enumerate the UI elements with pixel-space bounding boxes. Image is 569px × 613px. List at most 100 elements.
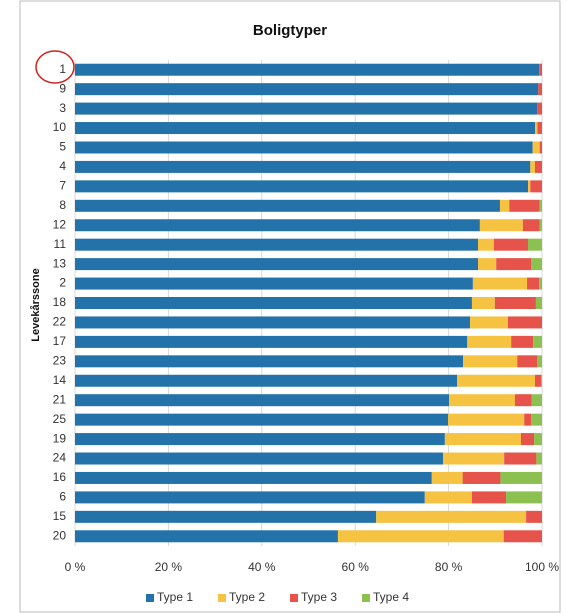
bar-segment — [537, 102, 542, 115]
bar-segment — [431, 471, 463, 484]
bar-segment — [537, 355, 542, 368]
x-tick-label: 60 % — [342, 560, 370, 574]
bar-segment — [493, 238, 528, 251]
chart-title: Boligtyper — [253, 22, 327, 39]
x-tick-label: 0 % — [65, 560, 86, 574]
bar-segment — [534, 160, 542, 173]
x-tick-label: 40 % — [248, 560, 276, 574]
bar-segment — [457, 374, 535, 387]
bar-segment — [75, 335, 468, 348]
bar-segment — [442, 452, 505, 465]
bar-segment — [522, 219, 540, 232]
y-tick-label: 6 — [59, 490, 66, 504]
bar-segment — [539, 63, 542, 76]
bar-segment — [536, 452, 542, 465]
bar-segment — [463, 355, 518, 368]
bar-segment — [535, 297, 542, 309]
y-tick-label: 4 — [59, 159, 66, 173]
bar-segment — [471, 491, 507, 504]
bar-segment — [499, 199, 510, 212]
legend-swatch — [218, 594, 226, 602]
bar-segment — [75, 471, 432, 484]
bar-segment — [75, 199, 500, 212]
bar-segment — [424, 491, 472, 504]
bar-segment — [538, 83, 542, 96]
bar-segment — [520, 433, 535, 446]
legend-label: Type 3 — [301, 590, 337, 604]
y-tick-label: 5 — [59, 140, 66, 154]
y-tick-label: 19 — [53, 431, 67, 445]
bar-segment — [75, 122, 535, 135]
bar-segment — [500, 471, 542, 484]
y-tick-label: 17 — [53, 334, 67, 348]
y-tick-label: 1 — [59, 62, 66, 76]
bar-segment — [467, 335, 512, 348]
bar-segment — [75, 394, 450, 407]
bar-segment — [470, 316, 508, 329]
bar-segment — [534, 374, 542, 387]
bar-segment — [75, 530, 338, 543]
bar-segment — [494, 297, 536, 309]
y-tick-label: 16 — [53, 470, 67, 484]
bar-segment — [75, 316, 471, 329]
y-tick-label: 2 — [59, 276, 66, 290]
bar-segment — [531, 258, 542, 271]
bar-segment — [507, 316, 542, 329]
bar-segment — [509, 199, 540, 212]
y-tick-label: 12 — [53, 217, 67, 231]
y-tick-label: 20 — [53, 528, 67, 542]
bar-segment — [75, 219, 480, 232]
bar-segment — [75, 413, 449, 426]
bar-segment — [75, 141, 533, 154]
y-tick-label: 3 — [59, 101, 66, 115]
y-axis-label: Levekårssone — [30, 268, 42, 341]
bar-segment — [75, 238, 479, 251]
bar-segment — [539, 277, 542, 290]
bar-segment — [75, 258, 479, 271]
y-tick-label: 9 — [59, 81, 66, 95]
bar-segment — [479, 219, 523, 232]
x-tick-label: 100 % — [525, 560, 559, 574]
bar-segment — [75, 374, 458, 387]
bar-segment — [539, 219, 542, 232]
bar-segment — [503, 530, 542, 543]
y-tick-label: 7 — [59, 179, 66, 193]
y-tick-label: 10 — [53, 120, 67, 134]
bar-segment — [472, 277, 528, 290]
bar-segment — [527, 238, 542, 251]
bar-segment — [75, 491, 425, 504]
y-tick-label: 8 — [59, 198, 66, 212]
bar-segment — [478, 258, 497, 271]
y-tick-label: 24 — [53, 451, 67, 465]
legend-swatch — [362, 594, 370, 602]
bar-segment — [504, 452, 537, 465]
bar-segment — [75, 510, 377, 523]
bar-segment — [524, 413, 532, 426]
y-tick-label: 13 — [53, 256, 67, 270]
legend-swatch — [290, 594, 298, 602]
bar-segment — [506, 491, 542, 504]
bar-segment — [462, 471, 501, 484]
bar-segment — [75, 297, 472, 309]
y-tick-label: 18 — [53, 295, 67, 309]
y-tick-label: 25 — [53, 412, 67, 426]
bar-segment — [471, 297, 495, 309]
bar-segment — [531, 394, 542, 407]
bar-segment — [75, 63, 540, 76]
legend-label: Type 1 — [157, 590, 193, 604]
x-tick-label: 80 % — [435, 560, 463, 574]
bar-segment — [527, 277, 540, 290]
y-tick-label: 15 — [53, 509, 67, 523]
bar-segment — [517, 355, 538, 368]
bar-segment — [530, 180, 542, 193]
bar-segment — [541, 374, 542, 387]
bar-segment — [448, 413, 525, 426]
legend-swatch — [146, 594, 154, 602]
x-tick-label: 20 % — [155, 560, 183, 574]
bar-segment — [511, 335, 534, 348]
bar-segment — [75, 452, 443, 465]
annotation-circle — [35, 50, 75, 84]
bar-segment — [75, 160, 531, 173]
y-tick-label: 11 — [54, 237, 67, 251]
